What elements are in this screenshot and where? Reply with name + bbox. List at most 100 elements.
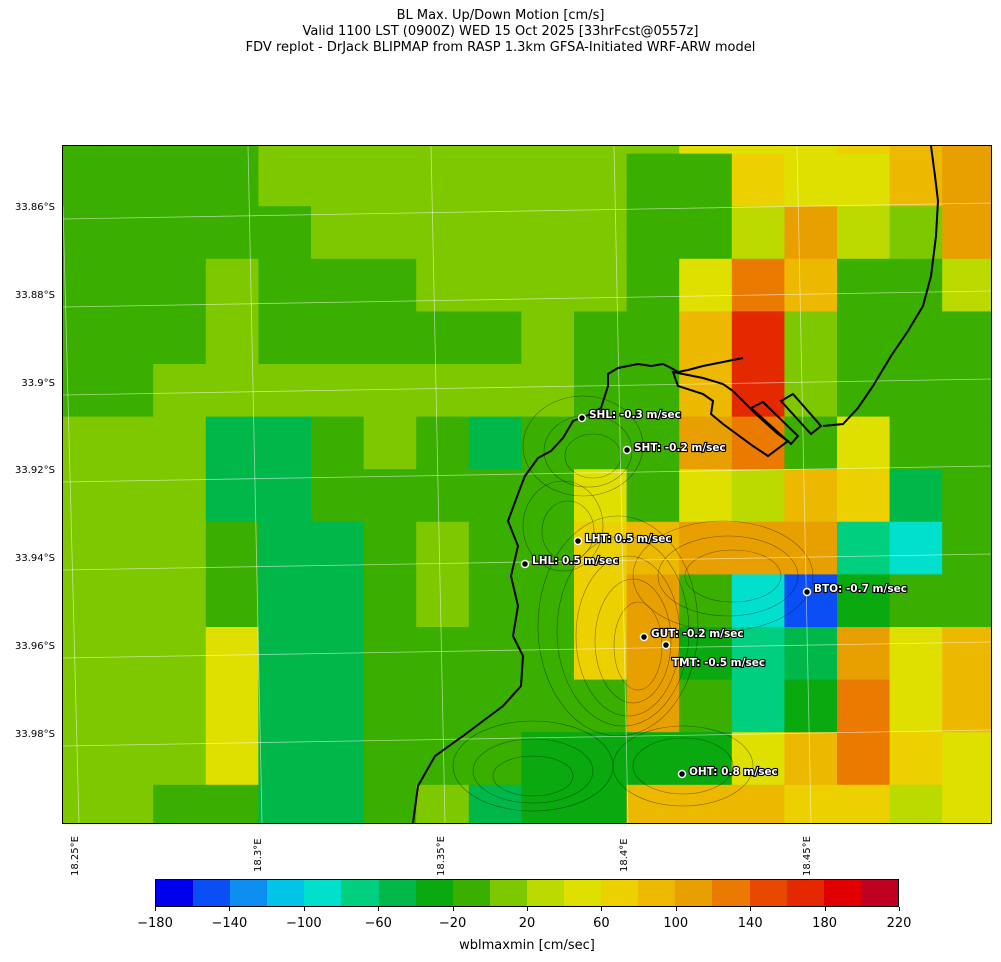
station-lhl[interactable]: LHL: 0.5 m/sec — [520, 554, 620, 569]
grid-cell — [942, 521, 991, 575]
grid-cell — [311, 258, 365, 312]
grid-cell — [468, 416, 522, 470]
grid-cell — [63, 521, 102, 575]
grid-cell — [311, 784, 365, 823]
lat-label: 33.92°S — [15, 465, 55, 476]
grid-cell — [942, 146, 991, 155]
grid-cell — [258, 679, 312, 733]
west-coastline — [412, 357, 744, 823]
grid-cell — [311, 206, 365, 260]
grid-cell — [731, 206, 785, 260]
grid-cell — [153, 469, 207, 523]
grid-cell — [679, 627, 733, 681]
grid-cell — [363, 679, 417, 733]
grid-cell — [574, 258, 628, 312]
station-gut[interactable]: GUT: -0.2 m/sec — [639, 627, 745, 642]
lon-label: 18.4°E — [619, 838, 630, 872]
grid-cell — [889, 521, 943, 575]
colorbar-swatch — [675, 880, 713, 906]
colorbar — [155, 879, 899, 907]
grid-cell — [63, 732, 102, 786]
grid-cell — [153, 732, 207, 786]
colorbar-tick-mark — [675, 907, 677, 911]
station-shl[interactable]: SHL: -0.3 m/sec — [577, 408, 682, 423]
grid-cell — [679, 146, 733, 155]
terrain-contour — [632, 520, 814, 632]
grid-cell — [889, 574, 943, 628]
grid-cell — [416, 416, 470, 470]
coastline — [412, 146, 940, 823]
grid-cell — [521, 416, 575, 470]
station-tmt[interactable]: TMT: -0.5 m/sec — [661, 640, 766, 670]
station-dot — [573, 536, 583, 546]
terrain-contour — [522, 480, 604, 572]
grid-cell — [942, 574, 991, 628]
grid-cell — [363, 784, 417, 823]
grid-cell — [63, 574, 102, 628]
station-oht[interactable]: OHT: 0.8 m/sec — [677, 765, 779, 779]
grid-cell — [153, 206, 207, 260]
grid-cell — [416, 521, 470, 575]
grid-cell — [311, 679, 365, 733]
grid-cell — [731, 311, 785, 365]
colorbar-swatch — [526, 880, 565, 906]
grid-cell — [153, 627, 207, 681]
grid-cell — [679, 311, 733, 365]
colorbar-tick-label: −20 — [438, 916, 467, 931]
graticule-line — [63, 205, 80, 823]
terrain-contour — [556, 535, 690, 727]
terrain-contour — [537, 515, 699, 737]
grid-cell — [679, 364, 733, 418]
grid-cell — [574, 416, 628, 470]
station-label: SHL: -0.3 m/sec — [589, 409, 681, 421]
grid-cell — [100, 521, 154, 575]
map-area[interactable]: SHL: -0.3 m/sec SHT: -0.2 m/sec LHT: 0.5… — [62, 145, 992, 824]
station-label: TMT: -0.5 m/sec — [672, 657, 765, 669]
grid-cell — [574, 469, 628, 523]
grid-cell — [521, 679, 575, 733]
grid-cell — [311, 521, 365, 575]
grid-cell — [574, 206, 628, 260]
grid-cell — [100, 574, 154, 628]
terrain-contour — [657, 535, 799, 617]
grid-cell — [416, 258, 470, 312]
grid-cell — [574, 574, 628, 628]
grid-cell — [889, 732, 943, 786]
grid-cell — [837, 206, 891, 260]
grid-cell — [258, 521, 312, 575]
grid-cell — [416, 206, 470, 260]
grid-cell — [837, 311, 891, 365]
colorbar-swatch — [601, 880, 639, 906]
grid-cell — [205, 311, 259, 365]
grid-cell — [942, 364, 991, 418]
station-sht[interactable]: SHT: -0.2 m/sec — [622, 441, 727, 455]
grid-cell — [63, 153, 102, 207]
grid-cell — [363, 574, 417, 628]
station-lht[interactable]: LHT: 0.5 m/sec — [573, 532, 673, 546]
grid-cell — [63, 206, 102, 260]
colorbar-swatch — [156, 880, 194, 906]
grid-cell — [100, 364, 154, 418]
grid-cell — [521, 732, 575, 786]
grid-cell — [731, 416, 785, 470]
grid-cell — [258, 146, 312, 155]
lat-label: 33.96°S — [15, 641, 55, 652]
station-dot — [677, 769, 687, 779]
grid-cell — [258, 732, 312, 786]
terrain-contour — [612, 725, 754, 807]
forecast-grid — [63, 146, 991, 823]
station-bto[interactable]: BTO: -0.7 m/sec — [802, 582, 908, 597]
grid-cell — [205, 146, 259, 155]
grid-cell — [837, 469, 891, 523]
grid-cell — [363, 627, 417, 681]
grid-cell — [100, 416, 154, 470]
grid-cell — [468, 311, 522, 365]
colorbar-tick-mark — [229, 907, 231, 911]
grid-cell — [784, 364, 838, 418]
grid-cell — [100, 206, 154, 260]
grid-cell — [153, 153, 207, 207]
grid-cell — [468, 469, 522, 523]
terrain-contour — [472, 738, 594, 804]
grid-cell — [63, 258, 102, 312]
station-label: LHL: 0.5 m/sec — [532, 555, 619, 567]
